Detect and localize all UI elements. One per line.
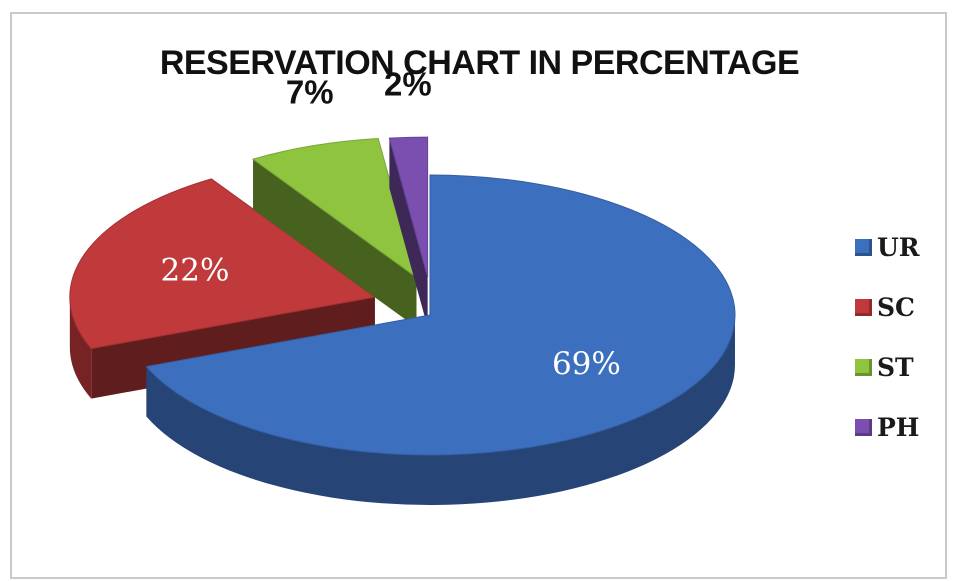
pie-slice-sc — [69, 178, 377, 350]
pie-outer-wall-sc — [69, 297, 92, 399]
pie-side-wall-st-0 — [253, 159, 417, 328]
pie-slice-ph — [388, 136, 429, 278]
data-label-sc: 22% — [161, 252, 230, 288]
data-label-ph: 2% — [384, 65, 432, 102]
pie-outer-wall-ur — [146, 315, 736, 506]
pie-side-wall-ph-0 — [389, 138, 428, 328]
legend-item-ph: PH — [855, 412, 920, 442]
legend-item-ur: UR — [855, 232, 920, 262]
legend-swatch-ur — [855, 238, 872, 256]
chart-title: RESERVATION CHART IN PERCENTAGE — [159, 44, 800, 82]
legend-label-sc: SC — [877, 292, 915, 322]
legend-label-ur: UR — [877, 232, 920, 262]
legend-label-st: ST — [877, 352, 914, 382]
legend-swatch-ph — [855, 418, 872, 436]
data-label-ur: 69% — [552, 346, 621, 382]
chart-legend: UR SC ST PH — [855, 232, 920, 472]
legend-swatch-sc — [855, 298, 872, 316]
legend-label-ph: PH — [877, 412, 920, 442]
legend-item-sc: SC — [855, 292, 920, 322]
pie-slice-st — [251, 137, 418, 279]
legend-item-st: ST — [855, 352, 920, 382]
data-label-st: 7% — [286, 74, 334, 111]
pie-slice-ur — [145, 174, 736, 456]
legend-swatch-st — [855, 358, 872, 376]
